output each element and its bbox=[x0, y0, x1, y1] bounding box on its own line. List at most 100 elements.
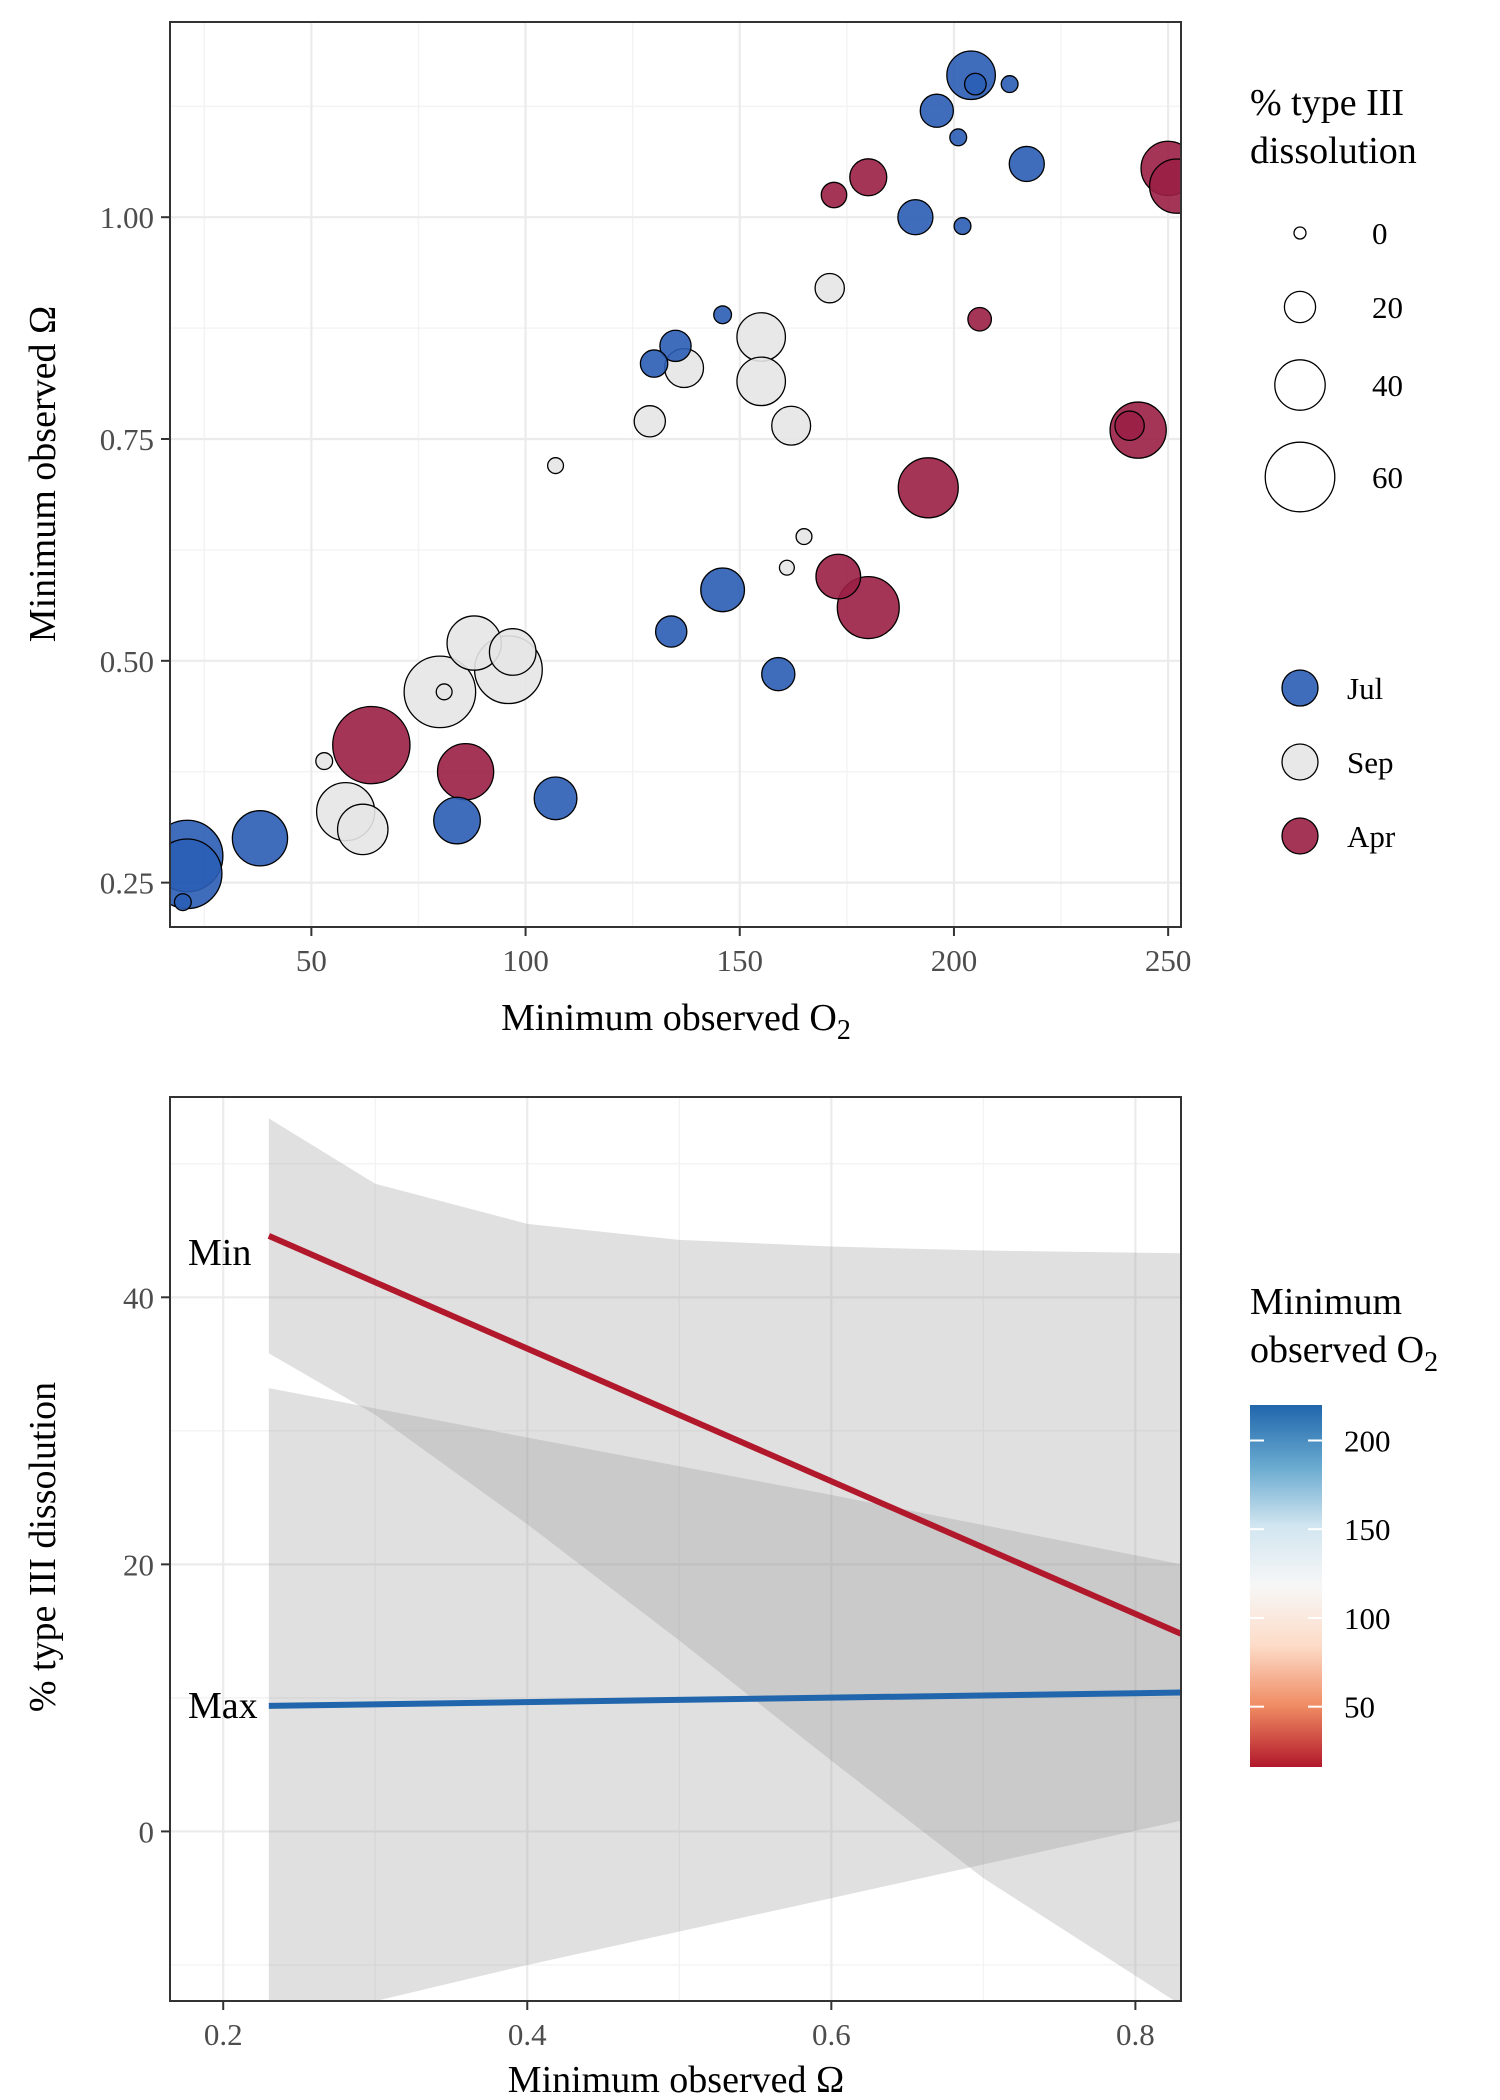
scatter-major-gridlines bbox=[170, 22, 1181, 927]
scatter-points bbox=[170, 50, 1181, 912]
colorbar-tick-label: 150 bbox=[1344, 1512, 1391, 1547]
fit-lines bbox=[267, 1233, 1181, 1709]
scatter-x-tick-label: 50 bbox=[296, 943, 327, 978]
scatter-y-tick-label: 1.00 bbox=[100, 200, 154, 235]
size-legend-key-circle bbox=[1283, 290, 1317, 324]
colorbar-tick-label: 50 bbox=[1344, 1690, 1375, 1725]
line-panel: 0.2 0.4 0.6 0.8 0 20 40 Min Max Minimum obser… bbox=[22, 1096, 1438, 2100]
scatter-x-tick-label: 150 bbox=[717, 943, 764, 978]
scatter-point-jul bbox=[639, 349, 669, 378]
size-legend-label: 0 bbox=[1372, 216, 1388, 251]
line-x-tick-label: 0.2 bbox=[204, 2017, 243, 2052]
scatter-point-apr bbox=[967, 306, 993, 332]
scatter-point-jul bbox=[231, 810, 289, 867]
scatter-point-jul bbox=[533, 776, 578, 821]
scatter-point-sep bbox=[633, 405, 667, 438]
scatter-point-sep bbox=[546, 457, 565, 475]
scatter-point-apr bbox=[1148, 158, 1181, 214]
scatter-point-jul bbox=[659, 329, 692, 363]
scatter-point-apr bbox=[897, 457, 959, 519]
colorbar-ticks: 50 100 150 200 bbox=[1250, 1423, 1391, 1725]
scatter-point-jul bbox=[713, 305, 733, 325]
line-panel-border bbox=[169, 1096, 1182, 2002]
scatter-x-tick-label: 200 bbox=[931, 943, 978, 978]
scatter-point-apr bbox=[849, 158, 888, 197]
scatter-point-apr bbox=[815, 553, 862, 600]
size-legend-key-circle bbox=[1293, 226, 1307, 240]
month-legend: Jul Sep Apr bbox=[1281, 669, 1396, 855]
scatter-x-axis-title: Minimum observed O2 bbox=[501, 997, 851, 1046]
line-major-gridlines bbox=[170, 1097, 1181, 2001]
scatter-y-axis-title: Minimum observed Ω bbox=[22, 306, 64, 642]
scatter-point-jul bbox=[949, 128, 968, 147]
scatter-point-apr bbox=[820, 181, 848, 209]
max-o2-fit-line bbox=[268, 1689, 1181, 1709]
scatter-point-jul bbox=[433, 796, 481, 845]
size-legend-title-line-1: % type III bbox=[1250, 82, 1404, 124]
scatter-point-sep bbox=[435, 683, 453, 701]
line-x-axis-title: Minimum observed Ω bbox=[508, 2059, 844, 2100]
month-legend-label: Apr bbox=[1347, 819, 1396, 854]
scatter-point-sep bbox=[736, 312, 787, 362]
scatter-panel: 50 100 150 200 250 0.250.500.751.00 Minimum … bbox=[22, 21, 1417, 1046]
size-legend-key-circle bbox=[1274, 359, 1326, 411]
scatter-point-apr bbox=[332, 705, 411, 785]
size-legend-label: 40 bbox=[1372, 368, 1403, 403]
scatter-y-tick-label: 0.75 bbox=[100, 422, 154, 457]
scatter-point-jul bbox=[173, 893, 192, 912]
month-legend-key-apr bbox=[1281, 817, 1319, 855]
scatter-point-sep bbox=[736, 356, 787, 407]
colorbar-title-line-1: Minimum bbox=[1250, 1281, 1402, 1323]
scatter-x-tick-label: 100 bbox=[502, 943, 549, 978]
scatter-x-tick-label: 250 bbox=[1145, 943, 1192, 978]
line-x-tick-label: 0.6 bbox=[812, 2017, 851, 2052]
scatter-point-jul bbox=[1008, 145, 1045, 183]
scatter-y-axis: 0.25 0.50 0.75 1.00 bbox=[100, 200, 170, 901]
scatter-point-sep bbox=[778, 559, 795, 576]
max-line-label: Max bbox=[188, 1685, 258, 1727]
scatter-point-sep bbox=[488, 628, 537, 676]
colorbar-title-line-2: observed O2 bbox=[1250, 1329, 1438, 1378]
line-y-axis: 0 20 40 bbox=[123, 1280, 170, 1849]
scatter-point-jul bbox=[963, 72, 987, 96]
month-legend-label: Sep bbox=[1347, 745, 1394, 780]
size-legend-title-line-2: dissolution bbox=[1250, 130, 1417, 172]
line-y-axis-title: % type III dissolution bbox=[22, 1382, 64, 1712]
size-legend-label: 60 bbox=[1372, 460, 1403, 495]
line-y-tick-label: 40 bbox=[123, 1280, 154, 1315]
size-legend-label: 20 bbox=[1372, 290, 1403, 325]
scatter-point-sep bbox=[814, 272, 846, 304]
line-x-tick-label: 0.4 bbox=[508, 2017, 547, 2052]
min-o2-confidence-ribbon bbox=[268, 1118, 1181, 2001]
scatter-point-sep bbox=[315, 752, 334, 771]
colorbar-tick-label: 100 bbox=[1344, 1601, 1391, 1636]
size-legend: % type III dissolution 0 20 40 60 bbox=[1250, 82, 1417, 513]
min-line-label: Min bbox=[188, 1232, 251, 1274]
scatter-y-tick-label: 0.50 bbox=[100, 644, 154, 679]
scatter-point-jul bbox=[953, 217, 972, 236]
line-x-tick-label: 0.8 bbox=[1116, 2017, 1155, 2052]
colorbar-gradient bbox=[1250, 1405, 1322, 1767]
scatter-point-jul bbox=[654, 615, 688, 648]
max-o2-confidence-ribbon bbox=[268, 1388, 1181, 2001]
month-legend-label: Jul bbox=[1347, 671, 1383, 706]
o2-colorbar: Minimum observed O2 50 100 150 200 bbox=[1250, 1281, 1438, 1767]
scatter-point-jul bbox=[919, 93, 955, 128]
scatter-point-jul bbox=[761, 656, 796, 692]
confidence-ribbons bbox=[268, 1118, 1181, 2001]
scatter-point-sep bbox=[336, 803, 389, 856]
month-legend-key-sep bbox=[1281, 743, 1319, 781]
size-legend-keys: 0 20 40 60 bbox=[1264, 216, 1403, 513]
scatter-point-apr bbox=[436, 743, 495, 801]
size-legend-key-circle bbox=[1264, 441, 1336, 513]
scatter-point-jul bbox=[1000, 75, 1019, 94]
scatter-point-jul bbox=[897, 199, 934, 236]
line-y-tick-label: 0 bbox=[139, 1814, 155, 1849]
scatter-minor-gridlines bbox=[170, 22, 1181, 927]
scatter-point-sep bbox=[795, 528, 813, 546]
scatter-y-tick-label: 0.25 bbox=[100, 866, 154, 901]
scatter-point-jul bbox=[700, 567, 746, 613]
scatter-x-axis: 50 100 150 200 250 bbox=[296, 927, 1192, 978]
month-legend-key-jul bbox=[1281, 669, 1319, 707]
